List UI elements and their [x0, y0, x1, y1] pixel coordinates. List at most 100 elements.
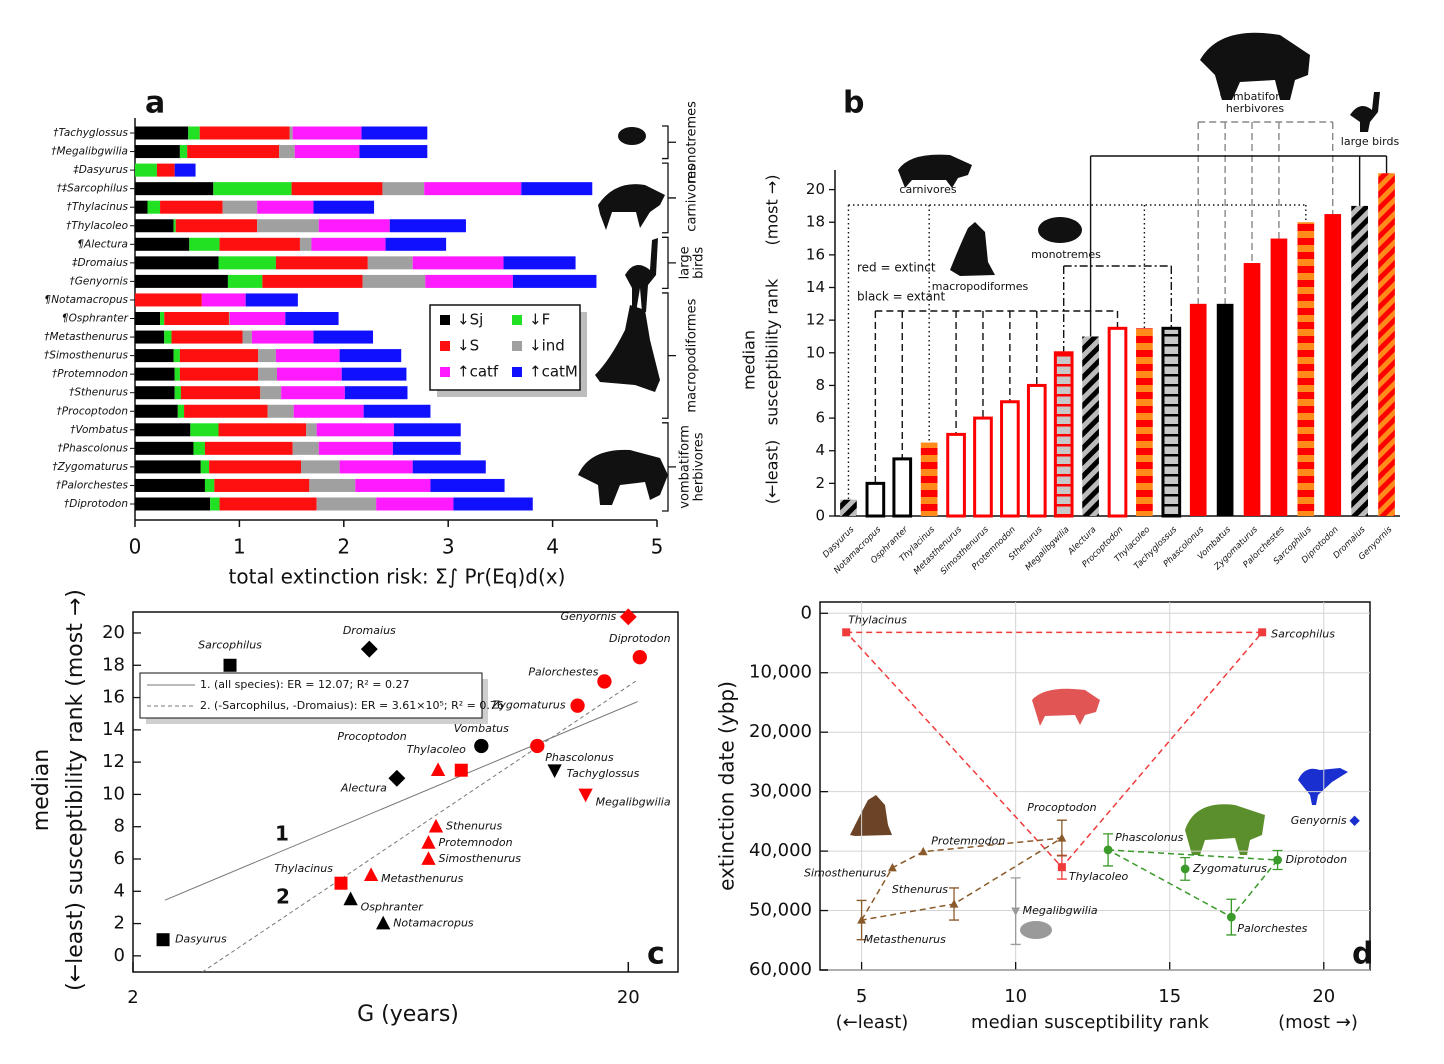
bar-segment [412, 460, 486, 474]
fit-line [202, 679, 639, 973]
bar-segment [453, 497, 533, 511]
y-tick-label: ¶Osphranter [62, 313, 129, 325]
bar [1243, 263, 1261, 516]
bar-segment [363, 404, 431, 418]
y-axis-label: susceptibility rank [763, 278, 782, 425]
point [334, 876, 348, 890]
bar-segment [316, 423, 394, 437]
x-axis-label: (←least) [836, 1012, 909, 1033]
bar-segment [392, 441, 461, 455]
point-label: Protemnodon [438, 836, 512, 849]
bar-segment [316, 497, 377, 511]
group-bracket [662, 162, 676, 234]
bar-segment [135, 182, 214, 196]
group-label: herbivores [1226, 102, 1285, 115]
bar-segment [389, 219, 466, 233]
y-tick-label: 6 [114, 848, 125, 869]
silhouette [598, 184, 665, 230]
bar-segment [135, 126, 189, 140]
point-label: Genyornis [560, 610, 616, 623]
y-tick-label: ¶Alectura [77, 238, 128, 250]
point [1180, 864, 1190, 874]
point-label: Protemnodon [931, 835, 1005, 848]
point [888, 862, 897, 872]
bar-segment [135, 423, 191, 437]
panel-letter: a [145, 86, 165, 121]
legend-label: ↓F [529, 311, 550, 329]
point [530, 738, 545, 754]
legend-swatch [512, 315, 522, 325]
bar-segment [135, 386, 175, 400]
group-label: birds [692, 247, 707, 279]
point [376, 915, 391, 930]
bar-segment [242, 330, 252, 344]
bar-segment [135, 145, 180, 159]
x-axis-label: total extinction risk: Σ∫ Pr(Eq)d(x) [229, 565, 566, 589]
y-tick-label: †Thylacoleo [66, 220, 128, 232]
bar-segment [318, 219, 390, 233]
bar-segment [135, 441, 194, 455]
x-tick-label: 5 [651, 535, 664, 559]
point [1011, 907, 1021, 916]
bar [973, 416, 993, 518]
bar-segment [179, 349, 259, 363]
x-axis-label: G (years) [357, 1002, 459, 1027]
bar-segment [309, 478, 356, 492]
y-tick-label: 0 [815, 507, 825, 525]
silhouette [625, 238, 658, 312]
bar [892, 457, 913, 518]
legend-swatch [440, 315, 450, 325]
bar-segment [275, 256, 368, 270]
bar-segment [512, 274, 597, 288]
point [1349, 815, 1360, 826]
y-tick-label: †Genyornis [70, 275, 129, 287]
bar [1161, 326, 1182, 518]
group-outline [860, 837, 1063, 922]
bar-segment [210, 497, 220, 511]
point-label: Palorchestes [1237, 922, 1307, 935]
y-tick-label: 20 [806, 180, 825, 198]
bar-segment [382, 182, 425, 196]
bar-segment [367, 256, 413, 270]
bar [1324, 214, 1342, 516]
point [857, 915, 866, 924]
bar-segment [376, 497, 454, 511]
bar [1136, 328, 1153, 516]
point-label: Thylacinus [274, 862, 333, 875]
point [1057, 863, 1066, 872]
y-tick-label: †Protemnodon [52, 368, 128, 380]
legend-label: ↓S [457, 337, 479, 355]
point-label: Zygomaturus [1192, 862, 1267, 875]
bar-segment [200, 460, 210, 474]
group-label: vombatiform [678, 425, 693, 509]
panel-letter: c [647, 937, 665, 972]
bar-segment [257, 219, 319, 233]
y-tick-label: †Vombatus [70, 424, 128, 436]
legend-label: ↓ind [529, 337, 565, 355]
y-tick-label: †Palorchestes [56, 479, 129, 491]
y-tick-label: 16 [806, 245, 825, 263]
y-tick-label: 14 [806, 278, 825, 296]
y-tick-label: 8 [815, 376, 825, 394]
legend-swatch [512, 341, 522, 351]
bar-segment [135, 349, 174, 363]
silhouettes-d [850, 688, 1348, 939]
point-label: Simosthenurus [804, 867, 887, 880]
x-axis-label: (most →) [1278, 1012, 1358, 1033]
silhouette [1020, 921, 1052, 939]
legend-box [429, 304, 581, 391]
point-label: Diprotodon [609, 632, 671, 645]
bar-segment [135, 163, 157, 177]
point [1273, 855, 1282, 865]
point [1226, 912, 1236, 922]
point [1258, 628, 1267, 637]
group-label: large [678, 246, 693, 279]
bar-segment [213, 182, 292, 196]
bar-segment [171, 330, 243, 344]
bar-segment [281, 386, 345, 400]
y-tick-label: 40,000 [749, 840, 812, 861]
y-tick-label: †‡Sarcophilus [57, 183, 129, 195]
bar-segment [393, 423, 461, 437]
legend-label: ↓Sj [457, 311, 483, 329]
silhouette [1032, 688, 1100, 726]
